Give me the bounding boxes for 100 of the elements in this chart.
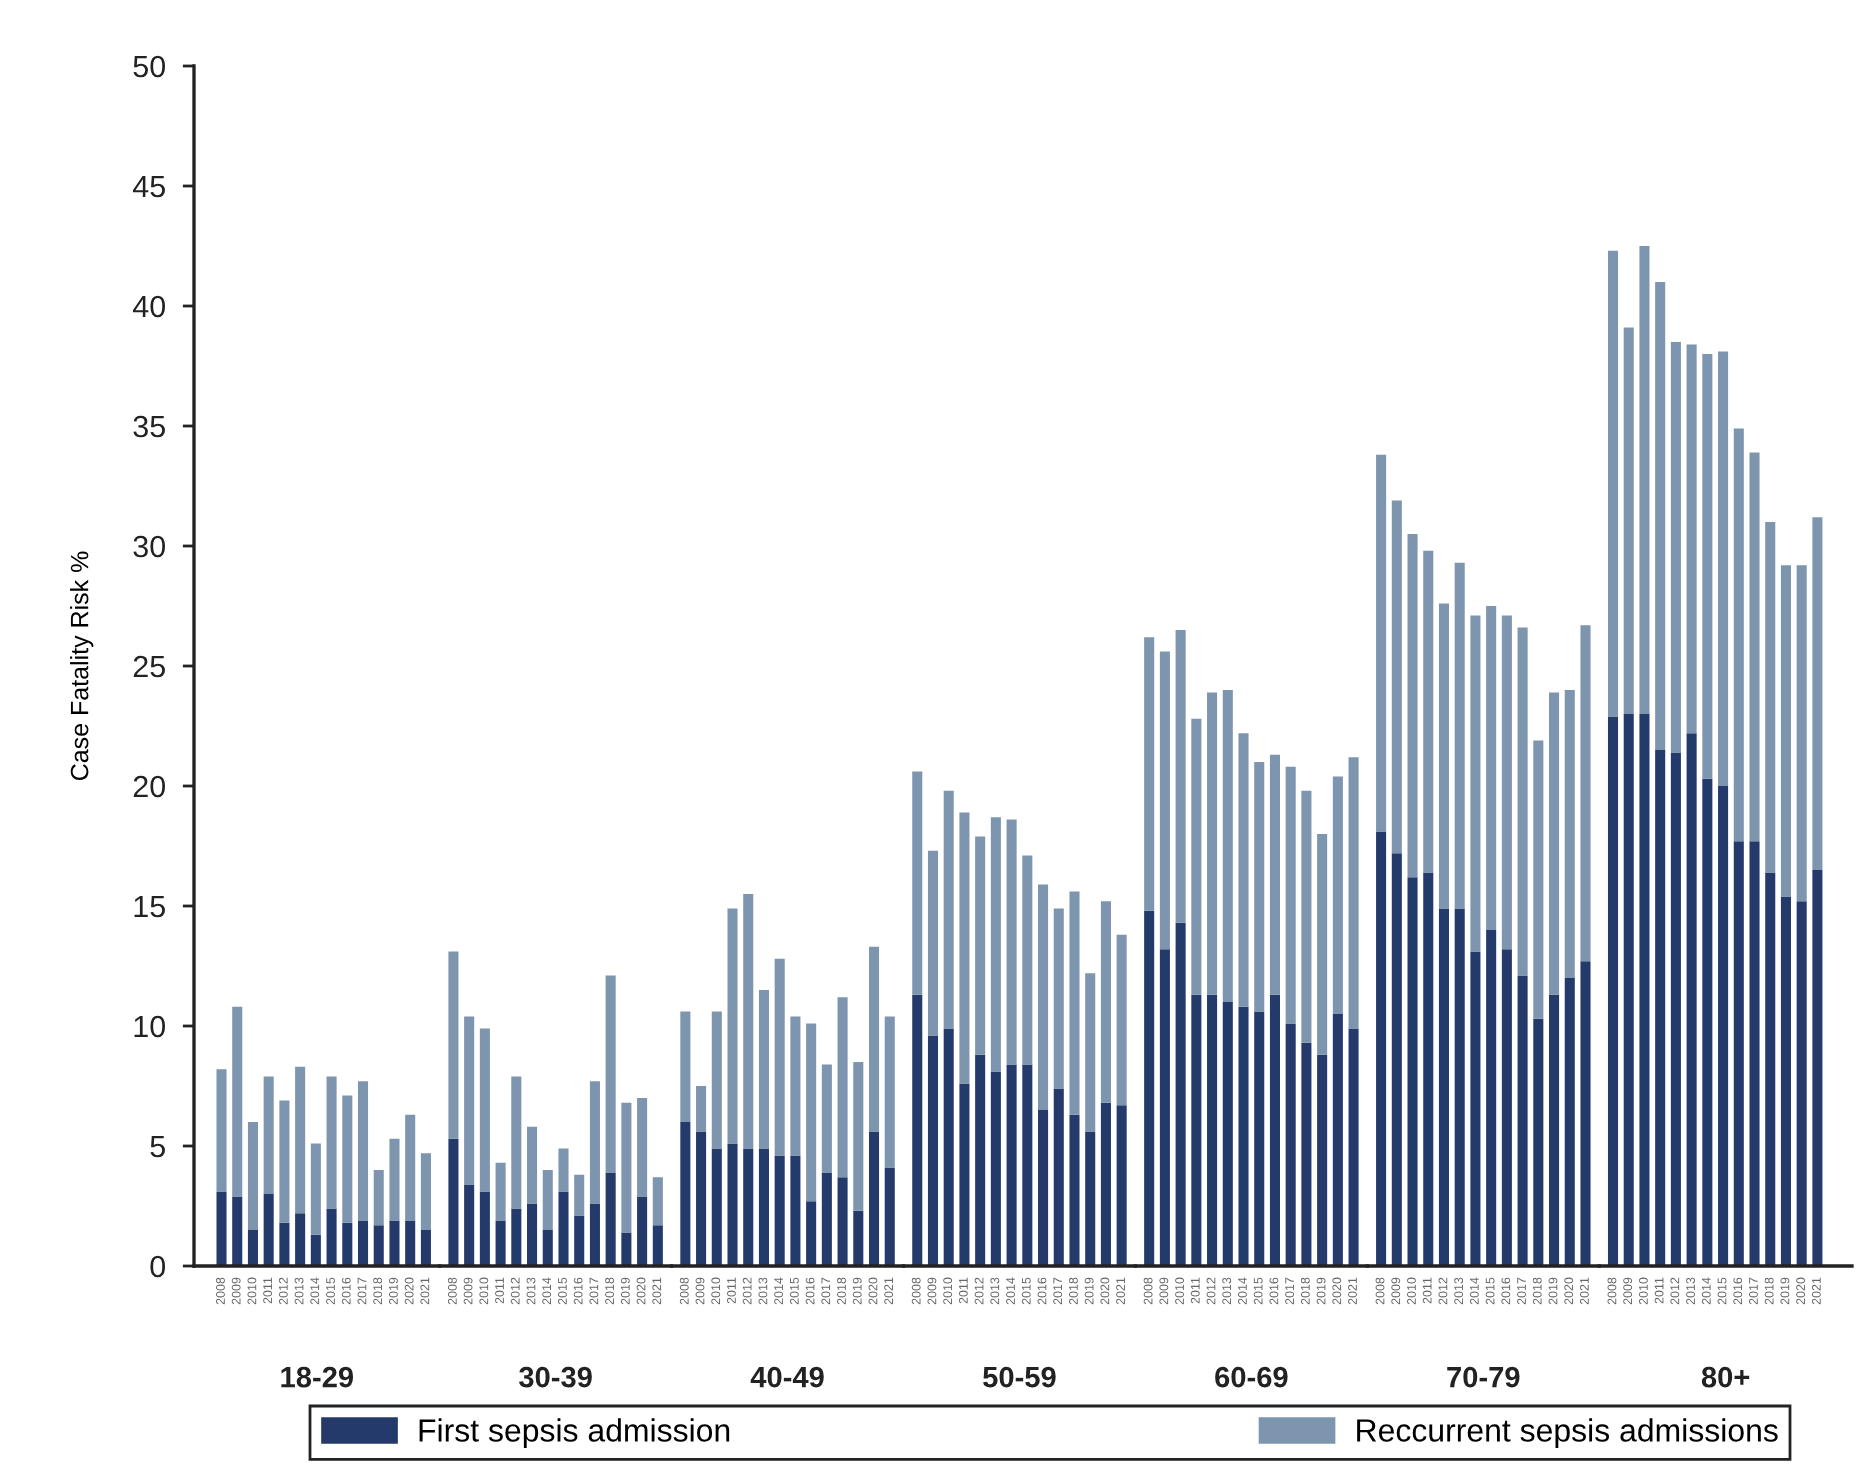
x-axis-title: 40-49 <box>750 1366 824 1388</box>
bar <box>1486 606 1497 930</box>
bar <box>1038 884 1049 1110</box>
bar <box>310 1143 321 1235</box>
bar <box>1639 246 1650 714</box>
bar <box>389 1220 400 1266</box>
bar <box>1116 934 1127 1106</box>
bar <box>943 790 954 1029</box>
bar <box>790 1155 801 1266</box>
bar <box>1069 1114 1080 1266</box>
bar <box>853 1062 864 1211</box>
bar <box>1796 565 1807 902</box>
bar <box>758 990 769 1149</box>
x-axis-title: 50-59 <box>983 1366 1056 1388</box>
bar <box>574 1174 585 1216</box>
bar <box>1222 1002 1233 1266</box>
bar <box>1116 1105 1127 1266</box>
bar <box>652 1225 663 1266</box>
bar <box>621 1232 632 1266</box>
bar <box>1749 841 1760 1266</box>
x-axis-title: 30-39 <box>519 1366 592 1388</box>
bar <box>1623 327 1634 714</box>
bar <box>806 1201 817 1266</box>
bar <box>1423 872 1434 1266</box>
bar <box>326 1208 337 1266</box>
y-tick-label: 5 <box>150 1136 165 1158</box>
bar <box>1100 1102 1111 1266</box>
x-axis-title: 80+ <box>1701 1366 1750 1388</box>
bar <box>1812 870 1823 1266</box>
bar <box>1655 750 1666 1266</box>
x-axis-title: 60-69 <box>1215 1366 1288 1388</box>
bar <box>1438 603 1450 909</box>
bar <box>1022 855 1033 1065</box>
bar <box>1501 615 1512 950</box>
bar <box>1285 766 1296 1024</box>
bar <box>1564 978 1575 1266</box>
bar <box>1407 534 1418 878</box>
bar <box>1332 1014 1343 1266</box>
bar <box>1238 733 1249 1007</box>
bar <box>448 951 459 1139</box>
bar <box>1207 994 1218 1266</box>
bar <box>774 958 785 1156</box>
legend-label: First sepsis admission <box>419 1418 730 1449</box>
bar <box>216 1191 227 1266</box>
bar <box>1269 994 1280 1266</box>
bar <box>1348 757 1359 1029</box>
bar <box>1053 908 1064 1089</box>
bar <box>1053 1088 1064 1266</box>
bar <box>527 1126 538 1204</box>
bar <box>1069 891 1080 1115</box>
bar <box>589 1203 600 1266</box>
bar <box>1533 740 1544 1019</box>
y-tick-label: 40 <box>132 295 166 318</box>
bar <box>711 1148 722 1266</box>
bar <box>975 1054 986 1266</box>
bar <box>1301 790 1312 1043</box>
bar <box>495 1162 506 1221</box>
bar <box>1780 565 1791 897</box>
bar <box>589 1081 600 1204</box>
bar <box>927 1035 939 1266</box>
bar <box>1780 896 1791 1266</box>
bar <box>1191 994 1202 1266</box>
bar <box>1254 762 1265 1012</box>
bar <box>373 1170 384 1226</box>
bar <box>1191 718 1202 995</box>
bar <box>1301 1042 1312 1266</box>
bar <box>621 1102 632 1233</box>
bar <box>912 994 923 1266</box>
bar <box>1391 500 1402 854</box>
bar <box>959 1083 970 1266</box>
bar <box>279 1100 290 1223</box>
y-tick-label: 15 <box>134 896 165 918</box>
bar <box>990 1071 1001 1266</box>
bar <box>1391 853 1402 1266</box>
bar <box>1454 908 1465 1266</box>
bar <box>1175 922 1186 1266</box>
bar <box>1317 1054 1328 1266</box>
bar <box>1376 454 1387 832</box>
bar <box>1144 637 1155 911</box>
bar <box>806 1023 817 1202</box>
bar <box>1423 550 1434 873</box>
bar <box>927 850 939 1036</box>
y-tick-label: 50 <box>133 55 166 78</box>
bar <box>420 1230 431 1266</box>
bar <box>637 1098 648 1197</box>
bar <box>1517 975 1528 1266</box>
bar <box>263 1076 274 1194</box>
bar <box>511 1076 522 1209</box>
bar <box>1607 716 1619 1266</box>
bar <box>884 1016 895 1168</box>
bar <box>1718 351 1729 786</box>
legend-label: Reccurrent sepsis admissions <box>1357 1418 1778 1449</box>
bar <box>295 1213 306 1266</box>
bar <box>558 1148 569 1192</box>
bar <box>652 1177 663 1226</box>
bar <box>263 1194 274 1266</box>
bar <box>1702 778 1713 1266</box>
bar <box>342 1222 353 1266</box>
bar <box>1269 754 1280 995</box>
bar <box>1207 692 1218 995</box>
